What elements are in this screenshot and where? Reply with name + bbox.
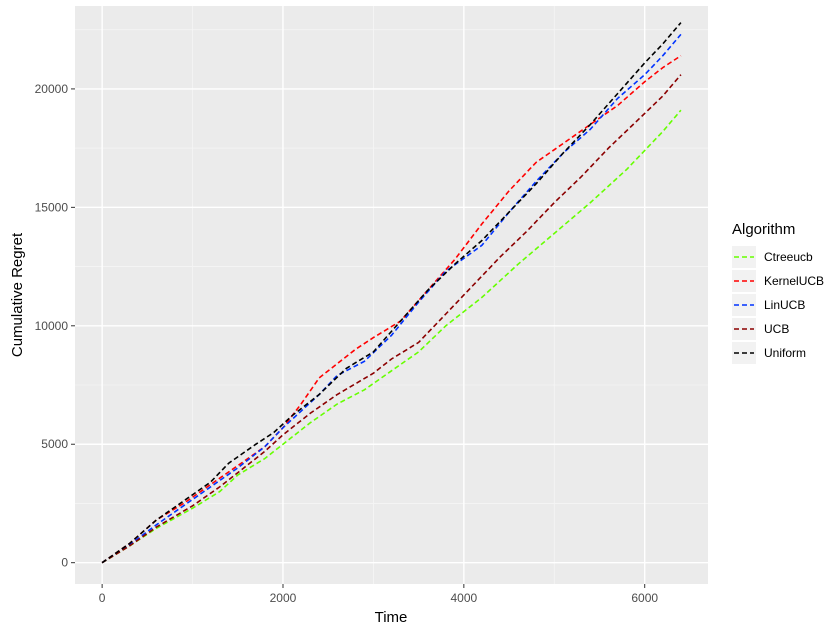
- x-tick-label: 6000: [631, 591, 658, 605]
- series-line-ucb: [101, 74, 682, 564]
- grid: [75, 6, 708, 584]
- series-line-linucb: [101, 33, 682, 564]
- legend-label-kernelucb: KernelUCB: [764, 274, 824, 288]
- y-axis-title: Cumulative Regret: [9, 232, 26, 357]
- plot-panel: [75, 6, 708, 584]
- y-tick-label: 10000: [35, 319, 69, 333]
- x-tick-label: 2000: [270, 591, 297, 605]
- legend-label-ucb: UCB: [764, 322, 789, 336]
- y-tick-label: 20000: [35, 82, 69, 96]
- legend-label-linucb: LinUCB: [764, 298, 805, 312]
- series-line-ctreeucb: [101, 109, 682, 564]
- x-axis-title: Time: [375, 609, 408, 625]
- axes: 0 2000 4000 6000 0 5000 10000 15000 20000: [35, 82, 659, 605]
- series-line-kernelucb: [101, 55, 682, 564]
- x-tick-label: 4000: [450, 591, 477, 605]
- legend-label-uniform: Uniform: [764, 346, 806, 360]
- y-tick-label: 5000: [41, 437, 68, 451]
- series-lines: [101, 22, 682, 564]
- y-tick-label: 0: [61, 556, 68, 570]
- series-line-uniform: [101, 22, 682, 564]
- x-tick-label: 0: [99, 591, 106, 605]
- legend: Algorithm Ctreeucb KernelUCB LinUCB UCB Unif…: [732, 221, 824, 364]
- legend-label-ctreeucb: Ctreeucb: [764, 250, 813, 264]
- legend-title: Algorithm: [732, 221, 795, 238]
- y-tick-label: 15000: [35, 200, 69, 214]
